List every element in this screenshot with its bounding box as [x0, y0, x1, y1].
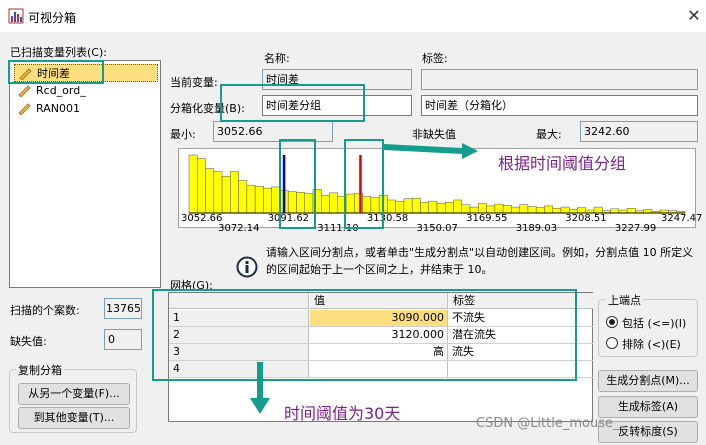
reverse-scale-button[interactable]: 反转标度(S) — [598, 421, 698, 443]
variable-item-label: Rcd_ord_ — [36, 84, 86, 97]
table-row[interactable]: 1 3090.000 不流失 — [169, 310, 593, 327]
minimum-value-field: 3052.66 — [213, 121, 333, 142]
variable-item-ran001[interactable]: RAN001 — [14, 100, 158, 118]
grid-row-number: 4 — [169, 361, 309, 377]
grid-value-cell[interactable]: 3120.000 — [310, 327, 448, 343]
copy-from-variable-button[interactable]: 从另一个变量(F)... — [18, 383, 130, 405]
upper-endpoint-title: 上端点 — [606, 292, 643, 308]
scanned-cases-label: 扫描的个案数: — [10, 304, 80, 317]
table-row[interactable]: 3 高 流失 — [169, 344, 593, 361]
annotation-threshold-group: 根据时间阈值分组 — [498, 154, 627, 173]
grid-label-cell[interactable]: 不流失 — [452, 311, 485, 324]
variable-item-rcd-ord[interactable]: Rcd_ord_ — [14, 82, 158, 100]
variable-item-label: 时间差 — [37, 67, 70, 80]
scale-variable-icon — [18, 85, 31, 97]
scale-variable-icon — [18, 103, 31, 115]
watermark: CSDN @Little_mouse_ — [476, 416, 620, 431]
grid-value-cell[interactable]: 3090.000 — [310, 310, 448, 326]
histogram-panel[interactable] — [178, 148, 696, 228]
histogram-chart — [188, 154, 686, 214]
missing-values-value: 0 — [104, 329, 142, 350]
grid-value-cell[interactable] — [310, 361, 448, 377]
variable-item-label: RAN001 — [36, 102, 80, 115]
scanned-variable-list[interactable]: 时间差 Rcd_ord_ RAN001 — [9, 60, 161, 288]
scanned-variable-list-label: 已扫描变量列表(C): — [10, 46, 107, 59]
arrow-down-icon — [250, 362, 270, 414]
grid-label-cell[interactable]: 潜在流失 — [452, 328, 496, 341]
minimum-label: 最小: — [170, 128, 196, 141]
table-row[interactable]: 2 3120.000 潜在流失 — [169, 327, 593, 344]
window-title: 可视分箱 — [28, 11, 77, 25]
missing-values-label: 缺失值: — [10, 335, 47, 348]
cutpoint-grid[interactable]: 值 标签 1 3090.000 不流失 2 3120.000 潜在流失 3 高 … — [168, 292, 593, 422]
variable-item-time-diff[interactable]: 时间差 — [14, 64, 158, 82]
info-text: 请输入区间分割点，或者单击"生成分割点"以自动创建区间。例如，分割点值 10 所… — [266, 246, 694, 276]
maximum-label: 最大: — [536, 128, 562, 141]
scale-variable-icon — [19, 68, 32, 80]
nonmissing-values-label: 非缺失值 — [412, 128, 456, 141]
include-endpoint-label[interactable]: 包括 (<=)(I) — [622, 317, 687, 330]
include-endpoint-radio[interactable] — [606, 316, 618, 328]
grid-header-label: 标签 — [449, 293, 593, 309]
annotation-threshold-30: 时间阈值为30天 — [284, 404, 401, 423]
close-icon[interactable]: ✕ — [687, 6, 701, 25]
binned-variable-label-input[interactable]: 时间差（分箱化） — [421, 95, 698, 116]
grid-row-number: 1 — [169, 310, 309, 326]
arrow-right-icon — [384, 143, 478, 159]
grid-value-cell[interactable]: 高 — [310, 344, 448, 360]
copy-bins-title: 复制分箱 — [16, 362, 64, 378]
binned-variable-name-input[interactable]: 时间差分组 — [262, 95, 412, 116]
title-bar: 可视分箱 ✕ — [0, 0, 706, 32]
grid-row-number: 3 — [169, 344, 309, 360]
upper-endpoint-group — [598, 299, 698, 357]
label-column-header: 标签: — [422, 52, 448, 65]
grid-header-value: 值 — [310, 293, 448, 309]
grid-row-number: 2 — [169, 327, 309, 343]
visual-binning-app-icon — [8, 8, 24, 24]
current-variable-label: 当前变量: — [170, 76, 218, 89]
exclude-endpoint-radio[interactable] — [606, 337, 618, 349]
grid-label: 网格(G): — [170, 279, 213, 292]
grid-label-cell[interactable]: 流失 — [452, 345, 474, 358]
binned-variable-label: 分箱化变量(B): — [170, 102, 245, 115]
name-column-header: 名称: — [264, 52, 290, 65]
make-cutpoints-button[interactable]: 生成分割点(M)... — [598, 370, 698, 392]
info-icon — [236, 256, 258, 278]
make-labels-button[interactable]: 生成标签(A) — [598, 396, 698, 418]
scanned-cases-value: 13765 — [104, 298, 142, 319]
exclude-endpoint-label[interactable]: 排除 (<)(E) — [622, 338, 681, 351]
current-variable-label-field — [421, 69, 698, 90]
copy-bins-group — [9, 369, 137, 433]
table-row[interactable]: 4 — [169, 361, 593, 378]
grid-corner-header — [169, 293, 309, 309]
copy-to-variables-button[interactable]: 到其他变量(T)... — [18, 407, 130, 429]
maximum-value-field: 3242.60 — [580, 121, 698, 142]
